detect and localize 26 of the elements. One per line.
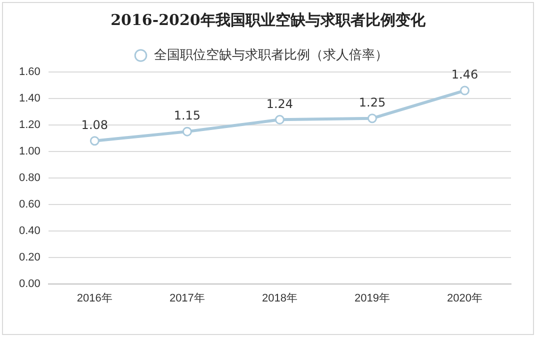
point bbox=[182, 126, 192, 136]
y-tick-label: 0.00 bbox=[18, 278, 40, 290]
data-label: 1.25 bbox=[358, 95, 386, 110]
y-tick-label: 1.20 bbox=[18, 118, 40, 131]
x-tick-label: 2020年 bbox=[447, 292, 482, 304]
data-label: 1.24 bbox=[266, 96, 294, 111]
y-tick-label: 0.40 bbox=[18, 224, 40, 237]
x-tick-label: 2017年 bbox=[169, 292, 205, 304]
chart-title: 2016-2020年我国职业空缺与求职者比例变化 bbox=[110, 11, 426, 30]
x-tick-label: 2016年 bbox=[76, 292, 112, 304]
data-label: 1.08 bbox=[81, 118, 108, 132]
y-tick-label: 0.20 bbox=[18, 251, 40, 264]
y-tick-label: 0.60 bbox=[18, 198, 40, 210]
legend-label: 全国职位空缺与求职者比例（求人倍率） bbox=[154, 46, 388, 63]
point bbox=[460, 86, 470, 96]
y-tick-label: 1.60 bbox=[18, 66, 40, 78]
data-label: 1.15 bbox=[174, 108, 201, 123]
point bbox=[90, 136, 100, 146]
x-tick-label: 2018年 bbox=[262, 292, 298, 304]
point bbox=[367, 114, 377, 124]
y-tick-label: 1.00 bbox=[18, 145, 40, 158]
y-tick-label: 1.40 bbox=[18, 92, 40, 105]
y-tick-label: 0.80 bbox=[18, 172, 40, 184]
point bbox=[274, 114, 284, 124]
data-label: 1.46 bbox=[451, 68, 478, 82]
x-tick-label: 2019年 bbox=[354, 292, 390, 304]
